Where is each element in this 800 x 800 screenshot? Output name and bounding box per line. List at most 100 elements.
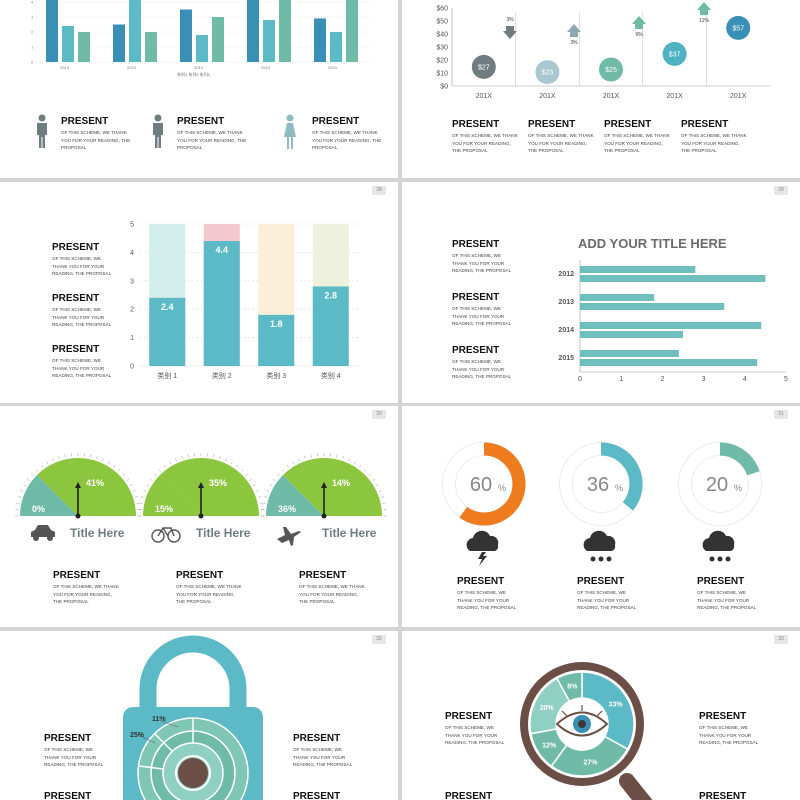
gauge-tick xyxy=(342,456,344,460)
x-tick-label: 类别 2 xyxy=(212,371,232,380)
slide-8[interactable]: 33 33% 27% 12% 20% 8% PRESENT OF THIS SCHEME… xyxy=(402,631,800,800)
x-tick-label: 201X xyxy=(603,93,620,100)
y-tick-label: 1 xyxy=(31,45,34,50)
gauge-tick xyxy=(126,478,130,481)
gauge-tick xyxy=(35,469,39,472)
gauge-tick xyxy=(298,458,300,462)
gauge-tick xyxy=(372,478,376,481)
present-block-4: PRESENT OF THIS SCHEME, WE THANK YOU FOR… xyxy=(681,119,749,155)
present-desc: OF THIS SCHEME, WE THANK YOU FOR YOUR RE… xyxy=(452,253,512,273)
drop-icon xyxy=(598,556,604,562)
gauge-tick xyxy=(122,473,125,477)
gauge-tick xyxy=(169,461,172,465)
present-block-3: PRESENT OF THIS SCHEME, WE THANK YOU FOR… xyxy=(697,576,759,612)
gauge-tick xyxy=(269,484,273,487)
x-tick-label: 0 xyxy=(578,376,582,383)
present-desc: OF THIS SCHEME, WE THANK YOU FOR YOUR RE… xyxy=(452,133,518,153)
bar xyxy=(212,17,224,62)
slide-7[interactable]: 32 11% 25% PRESENT OF THIS SCHEME, WE TH… xyxy=(0,631,398,800)
bar xyxy=(113,24,125,62)
bubble-chart: $0 $10 $20 $30 $40 $50 $60 201X 201X 201X 201X 201… xyxy=(436,2,770,100)
x-tick-label: 2 xyxy=(660,376,664,383)
gauge-tick xyxy=(310,454,312,458)
y-tick-label: 2 xyxy=(130,307,134,314)
x-tick-label: 3 xyxy=(702,376,706,383)
y-tick-label: 4 xyxy=(31,0,34,5)
x-tick-label: 201X xyxy=(328,65,338,70)
y-tick-label: 2013 xyxy=(558,299,574,306)
x-tick-label: 5 xyxy=(784,376,788,383)
present-title: PRESENT xyxy=(681,119,729,130)
bar xyxy=(580,331,683,338)
slide-6[interactable]: 31 60% 36% 20% PRESENT OF THIS SCHEME, WE … xyxy=(402,406,800,627)
present-block-1: PRESENT OF THIS SCHEME, WE THANK YOU FOR… xyxy=(452,119,520,155)
donut-unit: % xyxy=(734,483,742,493)
x-tick-label: 201X xyxy=(60,65,70,70)
segment-label: 27% xyxy=(583,760,598,767)
gauge-tick xyxy=(259,502,263,504)
present-title: PRESENT xyxy=(52,242,100,253)
gauge-tick xyxy=(107,461,110,465)
gauge-tick xyxy=(382,502,386,504)
x-tick-label: 201X xyxy=(476,93,493,100)
gauge-tick xyxy=(213,454,215,458)
bar xyxy=(78,32,90,62)
y-tick-label: $40 xyxy=(436,32,448,39)
present-desc: OF THIS SCHEME, WE THANK YOU FOR YOUR RE… xyxy=(293,747,353,767)
present-title: PRESENT xyxy=(528,119,576,130)
bar xyxy=(580,275,766,282)
y-tick-label: $60 xyxy=(436,6,448,13)
gauge-tick xyxy=(90,454,92,458)
magnifier-handle xyxy=(619,773,653,800)
gauge-tick xyxy=(181,456,183,460)
donut-value: 36 xyxy=(587,474,609,496)
bubble-label: $25 xyxy=(605,67,617,74)
data-label: 1.8 xyxy=(270,319,283,329)
gauge-tick xyxy=(64,454,66,458)
x-tick-label: 201X xyxy=(539,93,556,100)
bar xyxy=(46,0,58,62)
magnifier-infographic: 33% 27% 12% 20% 8% xyxy=(520,662,653,800)
gauge-tick xyxy=(96,456,98,460)
gauge-segment-right xyxy=(159,458,259,516)
present-title: PRESENT xyxy=(604,119,652,130)
data-label: 2.8 xyxy=(324,290,337,300)
gauge-tick xyxy=(281,469,285,472)
slide-4[interactable]: 29 PRESENT OF THIS SCHEME, WE THANK YOU … xyxy=(402,182,800,403)
chart-title: ADD YOUR TITLE HERE xyxy=(578,236,727,251)
change-label: 3% xyxy=(506,17,514,23)
airplane-icon xyxy=(277,527,301,546)
x-tick-label: 201X xyxy=(127,65,137,70)
change-label: 3% xyxy=(570,40,578,46)
gauge-tick xyxy=(272,478,276,481)
present-title: PRESENT xyxy=(177,116,225,127)
gauge-segment-left xyxy=(266,474,324,516)
gauge-tick xyxy=(20,490,24,492)
drop-icon xyxy=(725,556,731,562)
present-block-3: PRESENT OF THIS SCHEME, WE THANK YOU FOR… xyxy=(604,119,672,155)
present-desc: OF THIS SCHEME, WE THANK YOU FOR YOUR RE… xyxy=(697,590,757,610)
slide-1[interactable]: 201X 201X 201X 201X 201X 0 1 2 3 4 系列1 系列2 系列3 P… xyxy=(0,0,398,178)
present-title: PRESENT xyxy=(293,791,341,800)
drop-icon xyxy=(709,556,715,562)
bar xyxy=(580,322,762,329)
gauge-pivot xyxy=(198,513,204,519)
gauge-right-value: 14% xyxy=(332,478,350,488)
slide-5[interactable]: 30 0% 41% 15% 35% 36% 14% Title Here Title He… xyxy=(0,406,398,627)
gauge-segment-left xyxy=(143,474,201,516)
grouped-bar-chart: 201X 201X 201X 201X 201X 0 1 2 3 4 xyxy=(31,0,370,70)
change-label: 11% xyxy=(699,18,709,24)
gauge-tick xyxy=(16,502,20,504)
slide-2[interactable]: $0 $10 $20 $30 $40 $50 $60 201X 201X 201X 201X 201… xyxy=(402,0,800,178)
present-desc: OF THIS SCHEME, WE THANK YOU FOR YOUR RE… xyxy=(312,130,382,150)
gauge-right-value: 35% xyxy=(209,478,227,488)
drop-icon xyxy=(717,556,723,562)
gauge-tick xyxy=(46,461,49,465)
slide-3[interactable]: 28 PRESENT OF THIS SCHEME, WE THANK YOU … xyxy=(0,182,398,403)
bar xyxy=(196,35,208,62)
gauge-tick xyxy=(18,496,22,498)
bubble xyxy=(662,41,687,66)
present-title: PRESENT xyxy=(299,570,347,581)
present-title: PRESENT xyxy=(452,345,500,356)
present-title: PRESENT xyxy=(312,116,360,127)
